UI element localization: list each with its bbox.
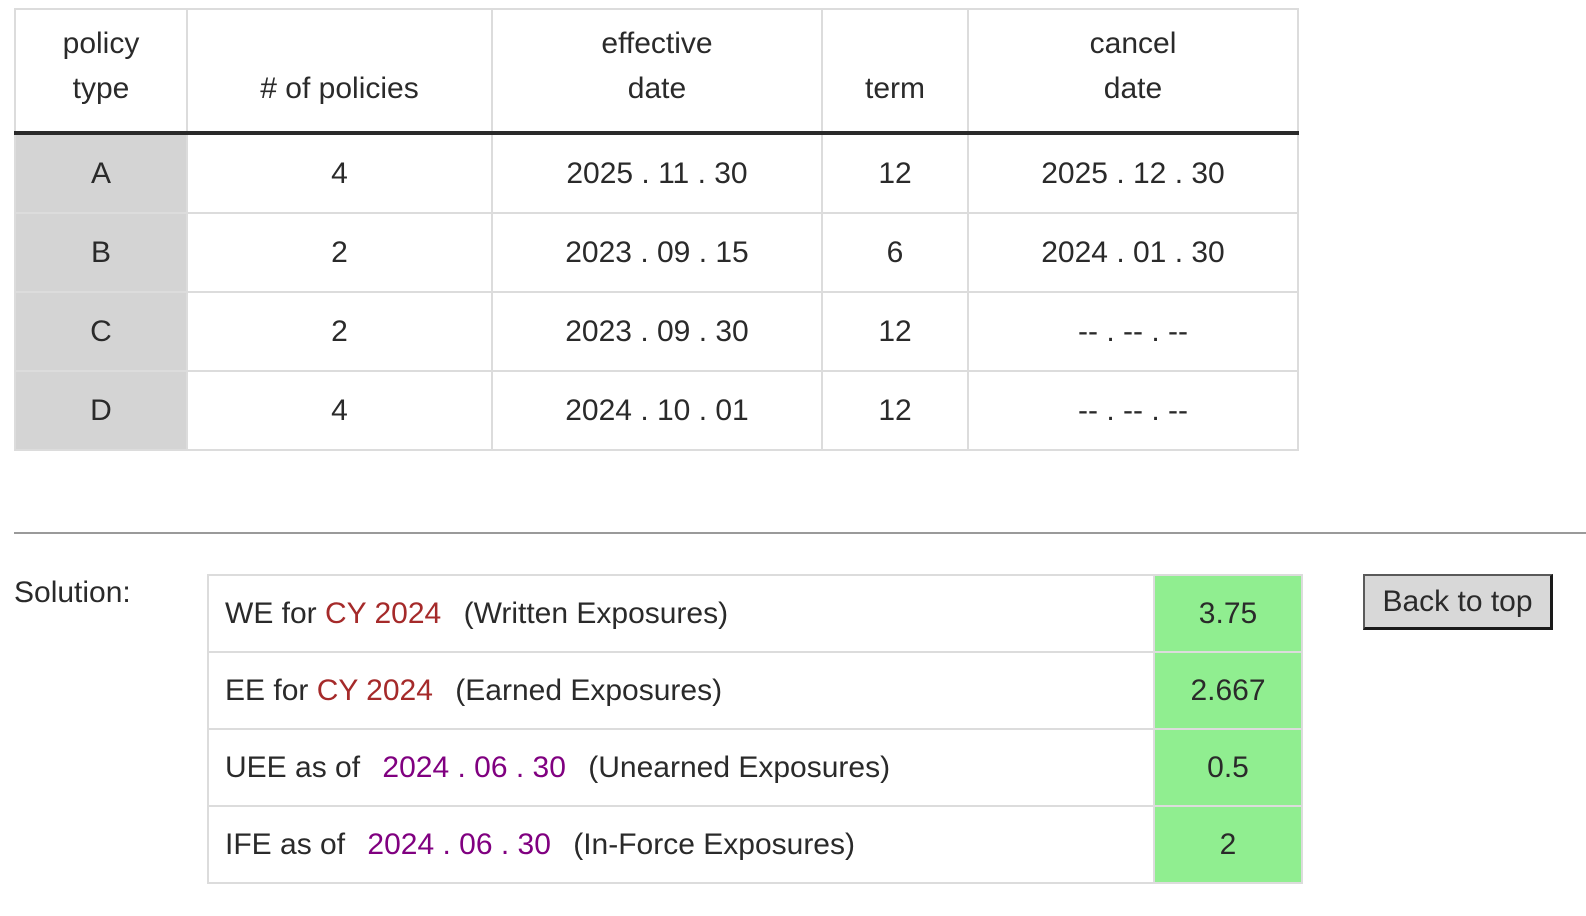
effective-date-cell: 2023 . 09 . 30: [491, 291, 823, 372]
table-row: C 2 2023 . 09 . 30 12 -- . -- . --: [14, 291, 1299, 372]
header-cancel-date: cancel date: [967, 8, 1299, 135]
section-divider: [14, 532, 1586, 534]
solution-row-we: WE for CY 2024 (Written Exposures) 3.75: [207, 574, 1303, 653]
policy-table: policy type # of policies effective date…: [14, 8, 1299, 451]
solution-prefix: UEE as of: [225, 750, 361, 784]
solution-highlight: CY 2024: [316, 673, 433, 707]
back-to-top-button[interactable]: Back to top: [1363, 574, 1553, 630]
header-term: term: [821, 8, 969, 135]
num-policies-cell: 4: [186, 132, 493, 214]
header-cancel-date-line2: date: [1103, 72, 1163, 105]
num-policies-cell: 4: [186, 370, 493, 451]
effective-date-cell: 2025 . 11 . 30: [491, 132, 823, 214]
header-effective-date-line2: date: [627, 72, 687, 105]
num-policies-cell: 2: [186, 291, 493, 372]
cancel-date-cell: -- . -- . --: [967, 370, 1299, 451]
term-cell: 12: [821, 370, 969, 451]
term-cell: 12: [821, 132, 969, 214]
num-policies-cell: 2: [186, 212, 493, 293]
header-cancel-date-line1: cancel: [1089, 27, 1177, 60]
effective-date-cell: 2024 . 10 . 01: [491, 370, 823, 451]
solution-row-ee: EE for CY 2024 (Earned Exposures) 2.667: [207, 651, 1303, 730]
solution-value: 2.667: [1153, 651, 1303, 730]
solution-description: IFE as of 2024 . 06 . 30 (In-Force Expos…: [207, 805, 1155, 884]
solution-suffix: (Unearned Exposures): [588, 750, 891, 784]
table-row: D 4 2024 . 10 . 01 12 -- . -- . --: [14, 370, 1299, 451]
solution-prefix: WE for: [225, 596, 317, 630]
solution-value: 0.5: [1153, 728, 1303, 807]
cancel-date-cell: 2025 . 12 . 30: [967, 132, 1299, 214]
term-cell: 6: [821, 212, 969, 293]
policy-type-cell: A: [14, 132, 188, 214]
header-effective-date: effective date: [491, 8, 823, 135]
solution-table: WE for CY 2024 (Written Exposures) 3.75 …: [207, 574, 1303, 884]
term-cell: 12: [821, 291, 969, 372]
policy-type-cell: B: [14, 212, 188, 293]
header-num-policies: # of policies: [186, 8, 493, 135]
cancel-date-cell: 2024 . 01 . 30: [967, 212, 1299, 293]
solution-value: 2: [1153, 805, 1303, 884]
solution-prefix: IFE as of: [225, 827, 346, 861]
header-policy-type: policy type: [14, 8, 188, 135]
header-num-policies-label: # of policies: [260, 72, 419, 105]
solution-row-ife: IFE as of 2024 . 06 . 30 (In-Force Expos…: [207, 805, 1303, 884]
effective-date-cell: 2023 . 09 . 15: [491, 212, 823, 293]
policy-type-cell: D: [14, 370, 188, 451]
table-row: B 2 2023 . 09 . 15 6 2024 . 01 . 30: [14, 212, 1299, 293]
solution-description: WE for CY 2024 (Written Exposures): [207, 574, 1155, 653]
cancel-date-cell: -- . -- . --: [967, 291, 1299, 372]
policy-type-cell: C: [14, 291, 188, 372]
solution-description: EE for CY 2024 (Earned Exposures): [207, 651, 1155, 730]
solution-highlight: 2024 . 06 . 30: [382, 750, 566, 784]
header-policy-type-line2: type: [72, 72, 130, 105]
solution-label: Solution:: [14, 576, 131, 609]
solution-description: UEE as of 2024 . 06 . 30 (Unearned Expos…: [207, 728, 1155, 807]
header-policy-type-line1: policy: [62, 27, 140, 60]
solution-highlight: 2024 . 06 . 30: [367, 827, 551, 861]
solution-value: 3.75: [1153, 574, 1303, 653]
header-term-label: term: [865, 72, 925, 105]
solution-row-uee: UEE as of 2024 . 06 . 30 (Unearned Expos…: [207, 728, 1303, 807]
solution-suffix: (Written Exposures): [463, 596, 729, 630]
table-row: A 4 2025 . 11 . 30 12 2025 . 12 . 30: [14, 132, 1299, 214]
header-effective-date-line1: effective: [601, 27, 713, 60]
policy-table-header-row: policy type # of policies effective date…: [14, 8, 1299, 135]
solution-suffix: (In-Force Exposures): [573, 827, 855, 861]
solution-highlight: CY 2024: [325, 596, 442, 630]
solution-suffix: (Earned Exposures): [455, 673, 723, 707]
solution-prefix: EE for: [225, 673, 309, 707]
